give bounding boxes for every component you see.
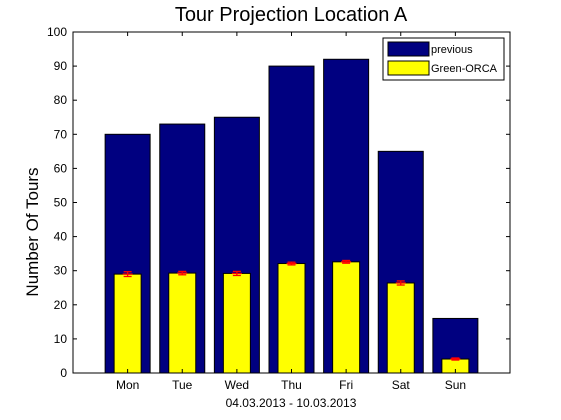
y-tick-label: 10 (54, 332, 68, 346)
bar-green-orca-sat (386, 282, 415, 374)
legend-swatch-green-orca (387, 60, 430, 76)
x-tick-label: Thu (281, 378, 302, 392)
bar-green-orca-mon (113, 273, 142, 374)
x-tick-label: Sat (392, 378, 411, 392)
y-tick-label: 30 (54, 264, 68, 278)
bar-green-orca-tue (168, 272, 197, 374)
bar-green-orca-wed (222, 272, 251, 374)
error-bar-wed (231, 270, 242, 277)
error-bar-sun (450, 357, 461, 361)
x-tick-label: Wed (225, 378, 249, 392)
error-bar-thu (286, 261, 297, 266)
y-tick-label: 100 (47, 25, 67, 39)
y-tick-label: 40 (54, 230, 68, 244)
x-tick-label: Fri (339, 378, 353, 392)
x-tick-label: Mon (116, 378, 139, 392)
bar-green-orca-thu (277, 263, 306, 374)
x-axis-title: 04.03.2013 - 10.03.2013 (226, 396, 357, 410)
error-bar-sat (395, 280, 406, 286)
chart-title: Tour Projection Location A (175, 4, 408, 26)
y-axis-title: Number Of Tours (23, 167, 42, 296)
x-tick-label: Sun (445, 378, 466, 392)
legend: previous Green-ORCA (382, 37, 505, 81)
error-bar-mon (122, 271, 133, 278)
error-bar-fri (341, 259, 352, 264)
y-tick-label: 60 (54, 161, 68, 175)
y-tick-label: 0 (60, 366, 67, 380)
y-tick-label: 50 (54, 196, 68, 210)
bar-green-orca-fri (332, 261, 361, 374)
legend-label-previous: previous (431, 44, 473, 56)
legend-label-green-orca: Green-ORCA (431, 63, 498, 75)
plot-area: Mon Tue Wed Thu Fri Sat Sun 0 10 20 30 40 50 60 70 80 90… (47, 25, 511, 392)
x-tick-label: Tue (172, 378, 193, 392)
y-tick-label: 80 (54, 93, 68, 107)
y-tick-label: 20 (54, 298, 68, 312)
y-tick-label: 70 (54, 127, 68, 141)
y-tick-label: 90 (54, 59, 68, 73)
legend-swatch-previous (387, 41, 430, 57)
error-bar-tue (177, 270, 188, 276)
axes-frame-outline (72, 31, 511, 374)
